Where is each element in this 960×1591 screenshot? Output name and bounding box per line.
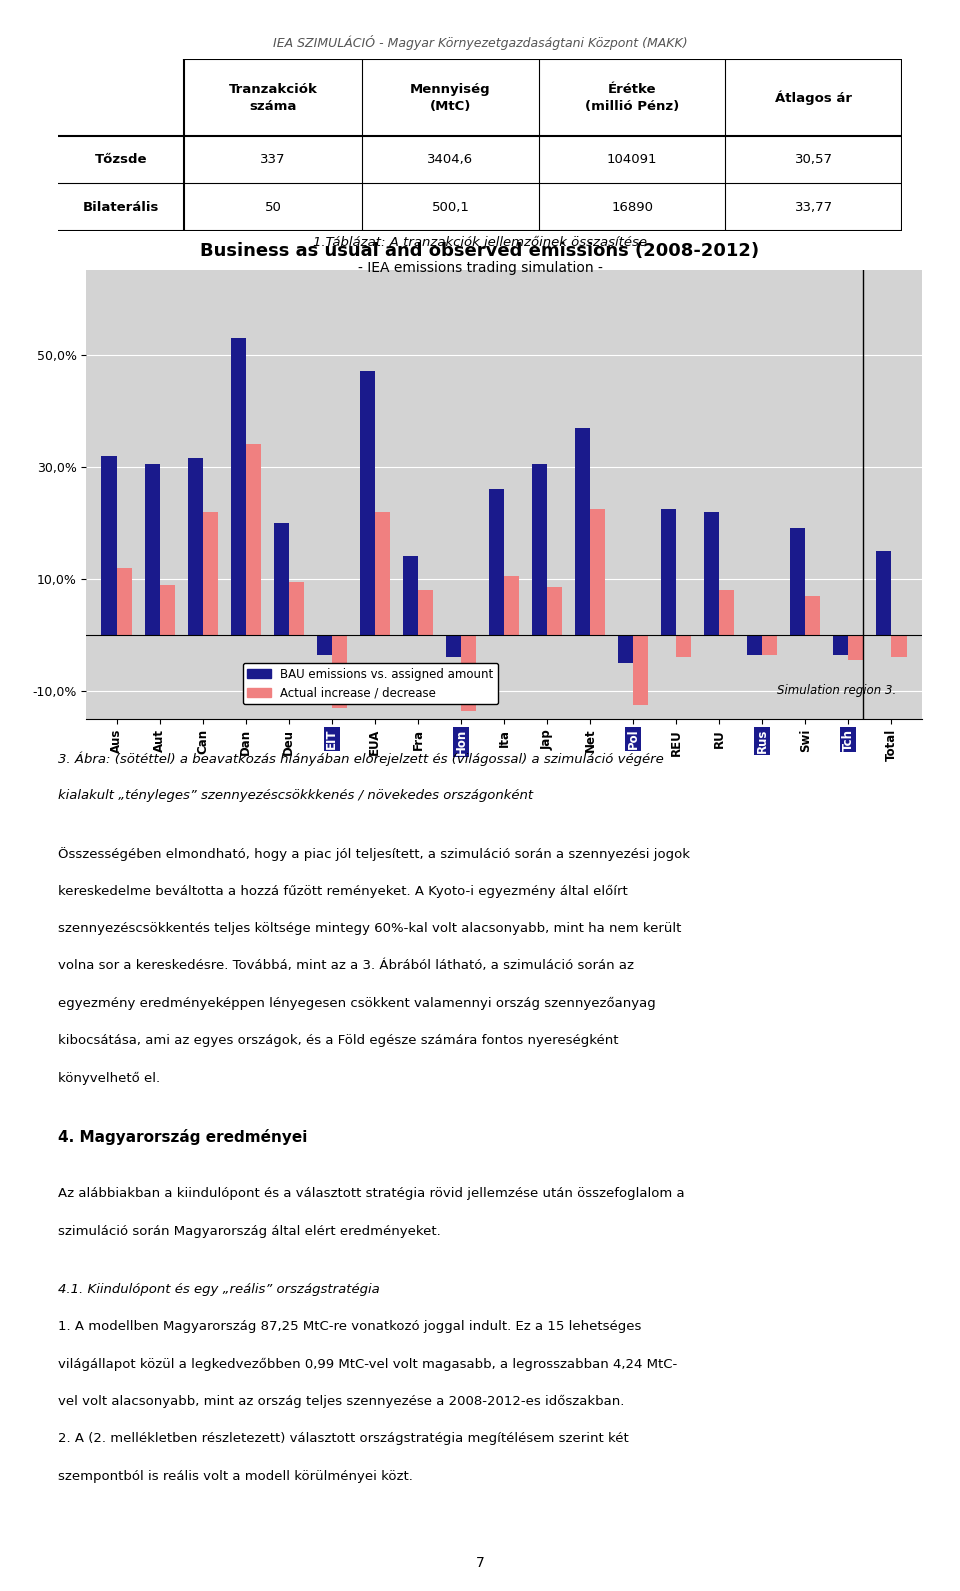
Text: 3. Ábra: (sötéttel) a beavatkozás hiányában előrejelzett és (világossal) a szimu: 3. Ábra: (sötéttel) a beavatkozás hiányá…: [58, 751, 663, 767]
Bar: [145, 465, 159, 635]
Text: kialakult „tényleges” szennyezéscsökkkenés / növekedes országonként: kialakult „tényleges” szennyezéscsökkken…: [58, 789, 533, 802]
Bar: [203, 512, 218, 635]
Text: Átlagos ár: Átlagos ár: [775, 91, 852, 105]
Text: szempontból is reális volt a modell körülményei közt.: szempontból is reális volt a modell körü…: [58, 1470, 413, 1483]
Text: kibocsátása, ami az egyes országok, és a Föld egésze számára fontos nyereségként: kibocsátása, ami az egyes országok, és a…: [58, 1034, 618, 1047]
Bar: [762, 635, 778, 654]
Text: - IEA emissions trading simulation -: - IEA emissions trading simulation -: [357, 261, 603, 275]
Text: Tranzakciók
száma: Tranzakciók száma: [228, 83, 318, 113]
Bar: [590, 509, 605, 635]
Bar: [274, 523, 289, 635]
Bar: [705, 512, 719, 635]
Bar: [102, 455, 116, 635]
Bar: [676, 635, 691, 657]
Bar: [445, 635, 461, 657]
Text: 3404,6: 3404,6: [427, 153, 473, 167]
Bar: [849, 635, 863, 660]
Text: szennyezéscsökkentés teljes költsége mintegy 60%-kal volt alacsonyabb, mint ha n: szennyezéscsökkentés teljes költsége min…: [58, 921, 681, 936]
Text: könyvelhető el.: könyvelhető el.: [58, 1071, 159, 1085]
Bar: [418, 590, 433, 635]
Bar: [661, 509, 676, 635]
Bar: [403, 557, 418, 635]
Bar: [634, 635, 648, 705]
Bar: [547, 587, 563, 635]
Text: kereskedelme beváltotta a hozzá fűzött reményeket. A Kyoto-i egyezmény által elő: kereskedelme beváltotta a hozzá fűzött r…: [58, 885, 627, 897]
Text: 4. Magyarország eredményei: 4. Magyarország eredményei: [58, 1130, 307, 1146]
Text: 7: 7: [475, 1556, 485, 1570]
Text: volna sor a kereskedésre. Továbbá, mint az a 3. Ábrából látható, a szimuláció so: volna sor a kereskedésre. Továbbá, mint …: [58, 959, 634, 972]
Text: 1. A modellben Magyarország 87,25 MtC-re vonatkozó joggal indult. Ez a 15 lehets: 1. A modellben Magyarország 87,25 MtC-re…: [58, 1321, 641, 1333]
Bar: [116, 568, 132, 635]
Bar: [805, 595, 821, 635]
Text: Bilaterális: Bilaterális: [83, 200, 159, 213]
Text: Érétke
(millió Pénz): Érétke (millió Pénz): [585, 83, 679, 113]
Text: 30,57: 30,57: [795, 153, 832, 167]
Text: vel volt alacsonyabb, mint az ország teljes szennyezése a 2008-2012-es időszakba: vel volt alacsonyabb, mint az ország tel…: [58, 1395, 624, 1408]
Text: IEA SZIMULÁCIÓ - Magyar Környezetgazdaságtani Központ (MAKK): IEA SZIMULÁCIÓ - Magyar Környezetgazdasá…: [273, 35, 687, 49]
Text: Mennyiség
(MtC): Mennyiség (MtC): [410, 83, 491, 113]
Bar: [747, 635, 762, 654]
Bar: [504, 576, 519, 635]
Bar: [790, 528, 805, 635]
Text: Tőzsde: Tőzsde: [95, 153, 147, 167]
Text: 2. A (2. mellékletben részletezett) választott országstratégia megítélésem szeri: 2. A (2. mellékletben részletezett) vála…: [58, 1432, 629, 1445]
Text: 104091: 104091: [607, 153, 658, 167]
Text: 50: 50: [265, 200, 281, 213]
Text: 500,1: 500,1: [431, 200, 469, 213]
Bar: [159, 584, 175, 635]
Text: Összességében elmondható, hogy a piac jól teljesített, a szimuláció során a szen: Összességében elmondható, hogy a piac jó…: [58, 846, 689, 861]
Bar: [461, 635, 476, 711]
Bar: [332, 635, 347, 708]
Text: Simulation region 3.: Simulation region 3.: [778, 684, 897, 697]
Text: 16890: 16890: [612, 200, 653, 213]
Bar: [719, 590, 734, 635]
Bar: [892, 635, 906, 657]
Bar: [618, 635, 634, 663]
Bar: [374, 512, 390, 635]
Text: egyezmény eredményeképpen lényegesen csökkent valamennyi ország szennyezőanyag: egyezmény eredményeképpen lényegesen csö…: [58, 996, 656, 1010]
Text: Az alábbiakban a kiindulópont és a választott stratégia rövid jellemzése után ös: Az alábbiakban a kiindulópont és a válas…: [58, 1187, 684, 1200]
Text: szimuláció során Magyarország által elért eredményeket.: szimuláció során Magyarország által elér…: [58, 1225, 441, 1238]
Text: 337: 337: [260, 153, 286, 167]
Legend: BAU emissions vs. assigned amount, Actual increase / decrease: BAU emissions vs. assigned amount, Actua…: [243, 663, 498, 705]
Bar: [532, 465, 547, 635]
Text: 33,77: 33,77: [795, 200, 832, 213]
Bar: [230, 337, 246, 635]
Bar: [833, 635, 849, 654]
Text: világállapot közül a legkedvezőbben 0,99 MtC-vel volt magasabb, a legrosszabban : világállapot közül a legkedvezőbben 0,99…: [58, 1357, 677, 1370]
Text: Business as usual and observed emissions (2008-2012): Business as usual and observed emissions…: [201, 242, 759, 259]
Text: 1.Táblázat: A tranzakciók jellemzőinek összasítése: 1.Táblázat: A tranzakciók jellemzőinek ö…: [313, 235, 647, 248]
Bar: [360, 371, 374, 635]
Bar: [575, 428, 590, 635]
Bar: [489, 488, 504, 635]
Bar: [289, 582, 303, 635]
Bar: [317, 635, 332, 654]
Text: 4.1. Kiindulópont és egy „reális” országstratégia: 4.1. Kiindulópont és egy „reális” ország…: [58, 1282, 379, 1295]
Bar: [876, 550, 892, 635]
Bar: [187, 458, 203, 635]
Bar: [246, 444, 261, 635]
